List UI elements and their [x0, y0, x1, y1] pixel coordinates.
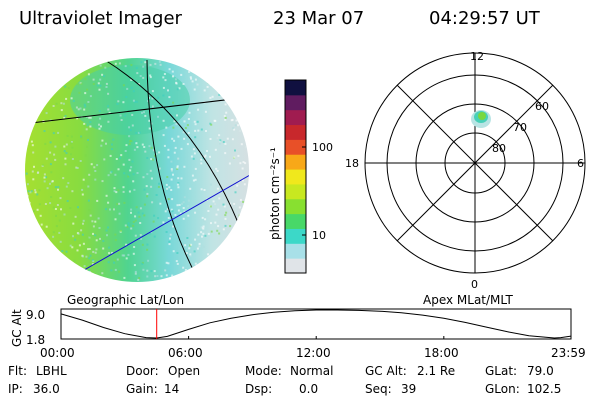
mlat-label-70: 70 [513, 121, 527, 134]
seq-label: Seq: [365, 382, 392, 396]
colorbar-block [285, 258, 306, 274]
ip-value: 36.0 [33, 382, 60, 396]
colorbar-frame [284, 79, 307, 274]
chart-frame [60, 308, 572, 340]
colorbar-block [285, 228, 306, 244]
y-tick-label-bottom: 1.8 [26, 333, 45, 347]
colorbar-block [285, 154, 306, 170]
glat-value: 79.0 [527, 364, 554, 378]
gc-alt-label: GC Alt: [365, 364, 407, 378]
mlt-label-0: 0 [471, 278, 478, 291]
mlat-label-80: 80 [492, 142, 506, 155]
mode-value: Normal [290, 364, 333, 378]
polar-ring-outer [364, 52, 586, 274]
glon-value: 102.5 [527, 382, 561, 396]
mlt-label-6: 6 [577, 157, 584, 170]
mlt-label-12: 12 [470, 50, 484, 63]
colorbar-block [285, 109, 306, 126]
colorbar-label: photon cm⁻²s⁻¹ [268, 147, 282, 240]
colorbar-block [285, 94, 306, 111]
polar-ring-80 [444, 132, 506, 194]
x-tick-label-0000: 00:00 [40, 346, 75, 360]
colorbar-block [285, 213, 306, 229]
seq-value: 39 [401, 382, 416, 396]
gc-alt-value: 2.1 Re [417, 364, 455, 378]
altitude-chart: GC Alt 9.0 1.8 00:00 06:00 12:00 18:00 2… [10, 308, 586, 360]
colorbar-block [285, 243, 306, 259]
door-label: Door: [126, 364, 159, 378]
y-tick-label-top: 9.0 [26, 308, 45, 322]
altitude-series-line [60, 309, 572, 339]
auroral-image [25, 58, 249, 282]
door-value: Open [168, 364, 200, 378]
colorbar-block [285, 139, 306, 155]
grid-longitude-line-2 [104, 59, 246, 241]
mlat-label-60: 60 [535, 100, 549, 113]
colorbar-tick-label-10: 10 [312, 229, 326, 242]
x-ticks [60, 336, 572, 339]
polar-emission-patch [471, 110, 491, 128]
colorbar-blocks [285, 80, 306, 274]
ip-label: IP: [8, 382, 23, 396]
header-time: 04:29:57 UT [429, 8, 541, 29]
colorbar-tick-label-100: 100 [312, 141, 333, 154]
x-tick-label-1200: 12:00 [296, 346, 331, 360]
dsp-label: Dsp: [245, 382, 272, 396]
x-tick-label-1800: 18:00 [424, 346, 459, 360]
mlt-label-18: 18 [345, 157, 359, 170]
colorbar-block [285, 80, 306, 96]
y-axis-label: GC Alt [10, 309, 24, 347]
colorbar-block [285, 124, 306, 140]
polar-plot: 12 18 6 0 60 70 80 [345, 50, 586, 291]
gain-value: 14 [164, 382, 179, 396]
glon-label: GLon: [485, 382, 520, 396]
x-tick-label-0600: 06:00 [168, 346, 203, 360]
colorbar-block [285, 169, 306, 185]
x-tick-label-2359: 23:59 [551, 346, 586, 360]
colorbar: 100 10 photon cm⁻²s⁻¹ [268, 79, 333, 274]
flt-label: Flt: [8, 364, 27, 378]
glat-label: GLat: [485, 364, 517, 378]
instrument-title: Ultraviolet Imager [19, 8, 183, 29]
flt-value: LBHL [36, 364, 67, 378]
grid-latitude-line [25, 96, 249, 125]
image-caption: Geographic Lat/Lon [67, 293, 184, 307]
terminator-line [57, 174, 249, 282]
colorbar-block [285, 198, 306, 215]
polar-ring-70 [415, 103, 535, 223]
colorbar-block [285, 183, 306, 200]
emission-band [70, 65, 190, 135]
gain-label: Gain: [126, 382, 158, 396]
polar-caption: Apex MLat/MLT [423, 293, 513, 307]
dsp-value: 0.0 [299, 382, 318, 396]
info-panel: Flt: LBHL IP: 36.0 Door: Open Gain: 14 M… [8, 364, 561, 396]
mode-label: Mode: [245, 364, 282, 378]
header-date: 23 Mar 07 [273, 8, 364, 29]
polar-ring-60 [386, 74, 564, 252]
